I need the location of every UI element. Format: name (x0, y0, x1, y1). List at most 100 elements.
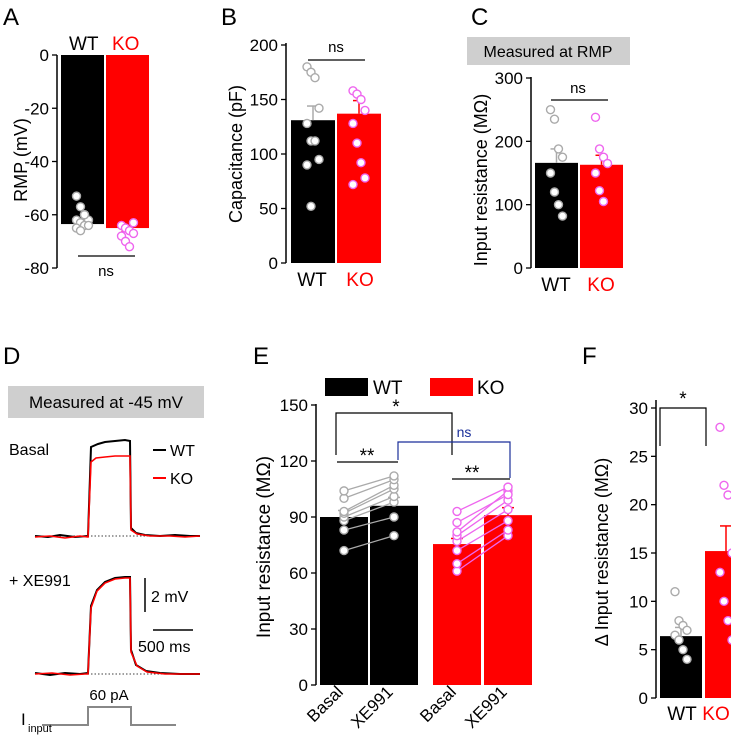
scale-bar-voltage-label: 2 mV (151, 589, 189, 606)
panel-letter-c: C (471, 4, 488, 31)
data-point-wt (339, 545, 349, 556)
legend-wt-swatch (325, 378, 368, 396)
y-tick-label: 0 (514, 259, 523, 278)
significance-label-blue: ns (457, 424, 472, 440)
bracket-xe991-wt-vs-ko (397, 441, 511, 478)
legend-wt-label: WT (170, 443, 195, 460)
paired-line-wt (343, 488, 395, 514)
y-tick-label: 5 (639, 641, 648, 660)
data-point-wt (557, 152, 568, 162)
x-tick-label: XE991 (461, 682, 511, 732)
significance-label: ns (328, 39, 344, 56)
data-point-ko (128, 218, 139, 228)
legend-ko-swatch (430, 378, 473, 396)
legend-wt-label: WT (373, 378, 403, 399)
data-point-ko (452, 517, 462, 528)
scale-bar-time-label: 500 ms (138, 639, 190, 656)
data-point-wt (302, 160, 312, 170)
y-ticks: 0 50 100 150 200 (250, 36, 286, 273)
paired-line-wt (343, 516, 395, 531)
legend-wt-label: WT (69, 34, 99, 55)
y-tick-label: 30 (629, 399, 648, 418)
input-protocol (42, 706, 176, 726)
data-point-wt (549, 187, 560, 197)
bars (61, 55, 149, 252)
trace-ko-xe991 (34, 577, 200, 676)
x-label-wt: WT (297, 270, 327, 291)
data-point-ko (719, 480, 729, 491)
data-point-ko (360, 105, 370, 116)
condition-label: Measured at RMP (484, 44, 613, 61)
panel-letter-b: B (221, 4, 237, 31)
y-tick-label: 25 (629, 447, 648, 466)
legend-ko-label: KO (112, 34, 139, 55)
panel-letter-a: A (3, 4, 19, 31)
data-point-ko (719, 596, 729, 607)
bar-ko-xe991 (484, 515, 532, 685)
data-point-wt (310, 72, 320, 83)
y-tick-label: 90 (289, 508, 308, 527)
legend-ko-label: KO (170, 471, 193, 488)
data-point-wt (389, 512, 399, 522)
significance-label-ko: ** (465, 463, 480, 484)
data-point-wt (306, 201, 316, 212)
data-point-wt (79, 210, 90, 220)
y-tick-label: 0 (40, 46, 49, 65)
data-point-wt (670, 586, 680, 597)
xe991-label: + XE991 (9, 573, 71, 590)
data-point-ko (715, 422, 725, 433)
y-ticks: 0 5 10 15 20 25 30 (629, 399, 656, 708)
data-point-wt (557, 211, 568, 221)
data-point-ko (503, 482, 513, 492)
y-tick-label: 100 (250, 145, 278, 164)
paired-line-ko (456, 508, 509, 542)
x-tick-label: Basal (303, 682, 347, 726)
x-label-ko: KO (346, 270, 373, 291)
bar-wt-basal (320, 517, 368, 685)
paired-line-ko (456, 535, 509, 572)
x-label-wt: WT (541, 275, 571, 296)
condition-label: Measured at -45 mV (29, 393, 184, 412)
data-point-ko (590, 112, 601, 122)
data-point-wt (314, 103, 324, 113)
panel-letter-d: D (3, 343, 20, 370)
data-point-ko (594, 186, 605, 196)
data-point-ko (128, 228, 139, 239)
data-point-wt (682, 625, 692, 636)
data-point-ko (452, 506, 462, 517)
data-point-ko (356, 94, 366, 105)
input-label-subscript: input (28, 723, 52, 735)
y-tick-label: -60 (24, 206, 49, 225)
y-tick-label: -20 (24, 99, 49, 118)
data-point-wt (674, 635, 684, 645)
data-point-wt (71, 191, 82, 201)
y-tick-label: 200 (495, 132, 523, 151)
y-tick-label: 120 (280, 452, 308, 471)
bars (660, 422, 731, 698)
data-point-ko (352, 138, 362, 148)
y-tick-label: -80 (24, 259, 49, 278)
y-tick-label: 10 (629, 592, 648, 611)
significance-label: ns (570, 80, 586, 97)
significance-label-main: * (392, 397, 400, 418)
paired-line-wt (343, 535, 395, 552)
data-point-ko (503, 504, 513, 515)
data-point-wt (83, 220, 94, 231)
bar-ko (580, 164, 623, 268)
bar-wt (535, 162, 578, 268)
bracket-wt-vs-ko-basal (335, 412, 453, 455)
significance-label: * (679, 389, 687, 410)
paired-line-wt (343, 479, 395, 499)
data-point-ko (503, 525, 513, 535)
y-tick-label: 150 (250, 91, 278, 110)
x-label-wt: WT (667, 704, 697, 725)
data-point-wt (553, 144, 564, 154)
data-point-wt (553, 199, 564, 210)
paired-line-wt (343, 475, 395, 492)
y-tick-label: 100 (495, 196, 523, 215)
y-tick-label: 0 (639, 689, 648, 708)
data-point-ko (348, 118, 358, 129)
bar-wt (660, 636, 702, 698)
data-point-ko (594, 144, 605, 154)
paired-line-wt (343, 484, 395, 512)
